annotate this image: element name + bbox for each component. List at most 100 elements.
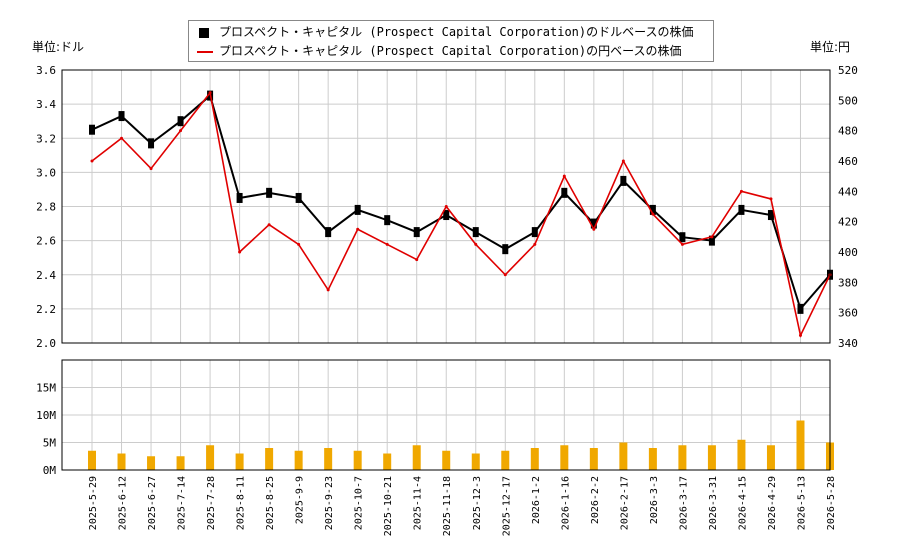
- y-left-tick-label: 3.0: [36, 166, 56, 179]
- volume-bar: [648, 448, 657, 470]
- y-right-tick-label: 480: [838, 125, 858, 138]
- y-left-tick-label: 2.8: [36, 201, 56, 214]
- usd-candle: [679, 232, 686, 243]
- x-tick-label: 2026-1-2: [531, 476, 542, 524]
- y-left-tick-label: 2.6: [36, 235, 56, 248]
- usd-candle: [472, 227, 479, 238]
- legend: プロスペクト・キャピタル (Prospect Capital Corporati…: [188, 20, 714, 62]
- jpy-point: [267, 223, 271, 227]
- vol-tick-label: 5M: [43, 437, 57, 450]
- usd-line: [91, 93, 831, 311]
- volume-bar: [678, 445, 687, 470]
- y-right-tick-label: 360: [838, 307, 858, 320]
- usd-candle: [354, 204, 361, 215]
- legend-usd-label: プロスペクト・キャピタル (Prospect Capital Corporati…: [219, 25, 694, 39]
- price-grid: [62, 69, 831, 344]
- volume-bar: [501, 450, 510, 470]
- volume-bar: [117, 453, 126, 470]
- volume-bar: [766, 445, 775, 470]
- volume-bar: [88, 450, 96, 470]
- usd-candle: [620, 175, 627, 186]
- jpy-swatch: [197, 50, 213, 53]
- jpy-point: [621, 159, 625, 163]
- x-tick-label: 2026-2-17: [619, 476, 630, 530]
- volume-bar: [265, 448, 274, 470]
- jpy-series: [90, 90, 832, 338]
- usd-candle: [443, 210, 450, 221]
- jpy-point: [651, 212, 655, 216]
- volume-bar: [442, 450, 451, 470]
- y-left-tick-label: 2.4: [36, 269, 56, 282]
- volume-bar: [324, 448, 333, 470]
- y-right-tick-label: 340: [838, 337, 858, 350]
- right-unit-label: 単位:円: [810, 40, 851, 54]
- jpy-line: [91, 90, 831, 338]
- jpy-point: [503, 273, 507, 277]
- volume-bar: [412, 445, 421, 470]
- x-tick-label: 2025-6-12: [118, 476, 129, 530]
- x-tick-label: 2026-1-16: [560, 476, 571, 530]
- jpy-point: [680, 242, 684, 246]
- x-tick-label: 2026-5-28: [826, 476, 837, 530]
- volume-bar: [796, 420, 805, 470]
- x-tick-label: 2025-10-7: [354, 476, 365, 530]
- x-tick-label: 2025-6-27: [147, 476, 158, 530]
- x-tick-label: 2025-12-17: [501, 476, 512, 536]
- usd-candle: [413, 227, 420, 238]
- jpy-point: [415, 258, 419, 262]
- axes: [61, 69, 831, 471]
- x-tick-label: 2026-4-29: [767, 476, 778, 530]
- y-left-tick-label: 3.2: [36, 132, 56, 145]
- usd-candle: [148, 138, 155, 149]
- jpy-point: [297, 242, 301, 246]
- x-tick-label: 2025-7-14: [177, 476, 188, 530]
- vol-tick-label: 0M: [43, 464, 57, 477]
- y-right-tick-label: 500: [838, 94, 858, 107]
- usd-candle: [118, 111, 125, 122]
- volume-bar: [471, 453, 480, 470]
- usd-candle: [266, 187, 273, 198]
- jpy-point: [444, 205, 448, 208]
- usd-candle: [708, 235, 715, 246]
- jpy-point: [326, 288, 330, 292]
- volume-bar: [235, 453, 244, 470]
- y-right-tick-label: 400: [838, 246, 858, 259]
- usd-candle: [236, 192, 243, 203]
- y-left-tick-label: 3.4: [36, 98, 56, 111]
- usd-candle: [797, 303, 804, 314]
- y-right-tick-label: 460: [838, 155, 858, 168]
- volume-bar: [176, 456, 185, 470]
- usd-candle: [89, 124, 95, 135]
- jpy-point: [179, 129, 183, 133]
- volume-frame: [61, 359, 831, 471]
- usd-candle: [384, 215, 391, 226]
- jpy-point: [90, 159, 94, 163]
- x-tick-label: 2025-11-4: [413, 476, 424, 530]
- usd-candle: [767, 210, 774, 221]
- x-tick-label: 2025-5-29: [88, 476, 99, 530]
- volume-bars: [88, 420, 834, 470]
- volume-bar: [353, 450, 362, 470]
- jpy-point: [769, 197, 773, 201]
- volume-bar: [383, 453, 392, 470]
- y-right-tick-label: 380: [838, 276, 858, 289]
- x-tick-label: 2025-12-3: [472, 476, 483, 530]
- legend-jpy: プロスペクト・キャピタル (Prospect Capital Corporati…: [197, 42, 682, 60]
- jpy-point: [739, 189, 743, 193]
- volume-bar: [206, 445, 215, 470]
- volume-bar: [560, 445, 569, 470]
- usd-candle: [502, 244, 509, 255]
- volume-bar: [294, 450, 303, 470]
- y-right-tick-label: 440: [838, 185, 858, 198]
- x-tick-label: 2025-9-23: [324, 476, 335, 530]
- usd-candle: [561, 187, 568, 198]
- x-tick-label: 2026-3-31: [708, 476, 719, 530]
- usd-candle: [649, 204, 656, 215]
- volume-bar: [619, 442, 628, 470]
- vol-tick-label: 15M: [36, 382, 56, 395]
- x-tick-label: 2026-2-2: [590, 476, 601, 524]
- usd-candle: [295, 192, 302, 203]
- x-tick-label: 2026-3-3: [649, 476, 660, 524]
- x-tick-label: 2025-7-28: [206, 476, 217, 530]
